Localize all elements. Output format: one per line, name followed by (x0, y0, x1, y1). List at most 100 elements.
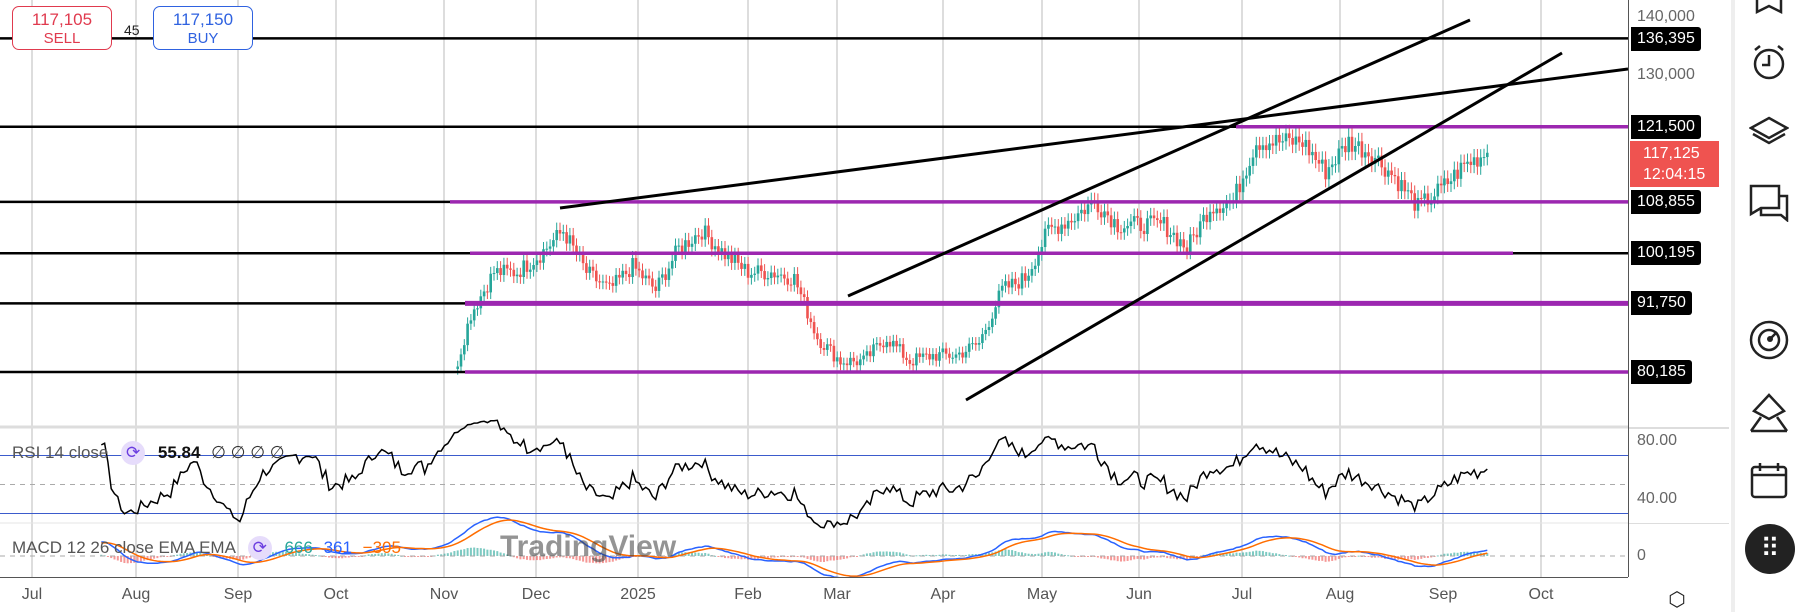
macd-histogram-bar (1403, 556, 1406, 560)
candle (789, 284, 793, 286)
macd-histogram-bar (298, 553, 301, 556)
candle (456, 366, 459, 369)
bookmark-icon[interactable] (1749, 0, 1789, 32)
sell-button[interactable]: 117,105 SELL (12, 6, 112, 50)
candle (839, 357, 842, 365)
macd-histogram-bar (466, 548, 469, 556)
candle (1218, 208, 1222, 213)
macd-histogram-bar (483, 548, 486, 556)
macd-histogram-bar (502, 553, 505, 556)
macd-histogram-bar (925, 554, 928, 556)
time-axis[interactable]: Jul Aug Sep Oct Nov Dec 2025 Feb Mar Apr May Jun Jul… (0, 577, 1628, 612)
candle (1311, 151, 1314, 156)
candle (628, 274, 631, 278)
macd-histogram-bar (460, 549, 462, 556)
rsi-legend[interactable]: RSI 14 close ⟳ 55.84 ∅ ∅ ∅ ∅ (12, 441, 285, 465)
macd-histogram-bar (357, 556, 360, 557)
macd-histogram-bar (1390, 556, 1393, 559)
macd-histogram-bar (1040, 553, 1043, 556)
candle (1235, 183, 1238, 201)
macd-histogram-bar (1186, 556, 1188, 560)
calendar-icon[interactable] (1749, 460, 1789, 500)
macd-histogram-bar (753, 556, 756, 560)
macd-histogram-bar (1096, 556, 1099, 558)
macd-histogram-bar (605, 556, 608, 563)
candle (1482, 157, 1486, 159)
candle (1123, 228, 1126, 233)
chat-icon[interactable] (1749, 182, 1789, 222)
level-label: 91,750 (1631, 291, 1692, 315)
layers-icon[interactable] (1749, 112, 1789, 152)
candle (753, 273, 756, 275)
macd-histogram-bar (1298, 556, 1301, 558)
price-axis[interactable]: 140,000 130,000 136,395 121,500 108,855 … (1628, 0, 1729, 577)
candle (1043, 228, 1047, 247)
candle (476, 308, 479, 310)
macd-histogram-bar (945, 554, 948, 556)
macd-histogram-bar (436, 554, 439, 556)
right-toolbar: ⠿ (1731, 0, 1803, 612)
alarm-clock-icon[interactable] (1749, 42, 1789, 82)
chart-area[interactable]: 117,105 SELL 45 117,150 BUY RSI 14 close … (0, 0, 1628, 577)
candle (1172, 232, 1176, 236)
candle (1020, 273, 1024, 289)
macd-histogram-bar (611, 556, 614, 562)
macd-histogram-bar (938, 554, 941, 556)
candle (1297, 136, 1301, 143)
macd-histogram-bar (842, 556, 845, 560)
macd-histogram-bar (592, 556, 594, 563)
macd-histogram-bar (1344, 556, 1347, 558)
macd-histogram-bar (1106, 556, 1109, 560)
candle (1040, 246, 1044, 254)
macd-histogram-bar (862, 554, 865, 556)
candle (545, 248, 549, 250)
macd-histogram-bar (1133, 556, 1136, 560)
candle (727, 252, 730, 260)
candle (1327, 167, 1331, 180)
macd-histogram-bar (1436, 555, 1439, 557)
candle (852, 357, 855, 362)
candle (1149, 215, 1152, 219)
buy-button[interactable]: 117,150 BUY (153, 6, 253, 50)
macd-histogram-bar (836, 556, 839, 560)
target-icon[interactable] (1749, 320, 1789, 360)
macd-histogram-bar (941, 554, 944, 556)
candle (585, 263, 588, 273)
macd-histogram-bar (489, 549, 492, 556)
macd-histogram-bar (1374, 556, 1377, 558)
macd-histogram-bar (318, 555, 321, 557)
macd-histogram-bar (397, 554, 400, 556)
apps-grid-icon[interactable]: ⠿ (1745, 524, 1795, 574)
settings-icon[interactable]: ⬡ (1668, 589, 1686, 611)
refresh-icon[interactable]: ⟳ (121, 441, 146, 465)
candle (1251, 157, 1255, 166)
candle (802, 294, 806, 298)
chart-canvas[interactable] (0, 0, 1628, 577)
candle (1400, 180, 1403, 192)
candle (552, 240, 555, 247)
ideas-icon[interactable] (1749, 393, 1789, 433)
macd-histogram-bar (1103, 556, 1106, 559)
candle (700, 236, 704, 240)
time-label: Jul (1231, 586, 1253, 603)
macd-histogram-bar (1486, 553, 1489, 556)
refresh-icon[interactable]: ⟳ (247, 536, 272, 560)
macd-histogram-bar (1426, 556, 1429, 558)
macd-histogram-bar (955, 554, 957, 556)
watermark: TradingView (500, 530, 677, 563)
candle (875, 343, 879, 345)
macd-histogram-bar (826, 556, 829, 562)
candle (987, 327, 991, 330)
macd-histogram-bar (337, 556, 340, 559)
candle (1472, 157, 1476, 165)
candle (1288, 133, 1291, 138)
macd-histogram-bar (1235, 552, 1238, 556)
macd-histogram-bar (410, 556, 413, 558)
macd-histogram-bar (879, 551, 882, 556)
candle (509, 268, 512, 270)
macd-histogram-bar (898, 552, 901, 556)
macd-legend[interactable]: MACD 12 26 close EMA EMA ⟳ 666 361 −305 (12, 536, 401, 560)
candle (1350, 136, 1354, 152)
candle (826, 344, 829, 350)
candle (1080, 209, 1083, 214)
